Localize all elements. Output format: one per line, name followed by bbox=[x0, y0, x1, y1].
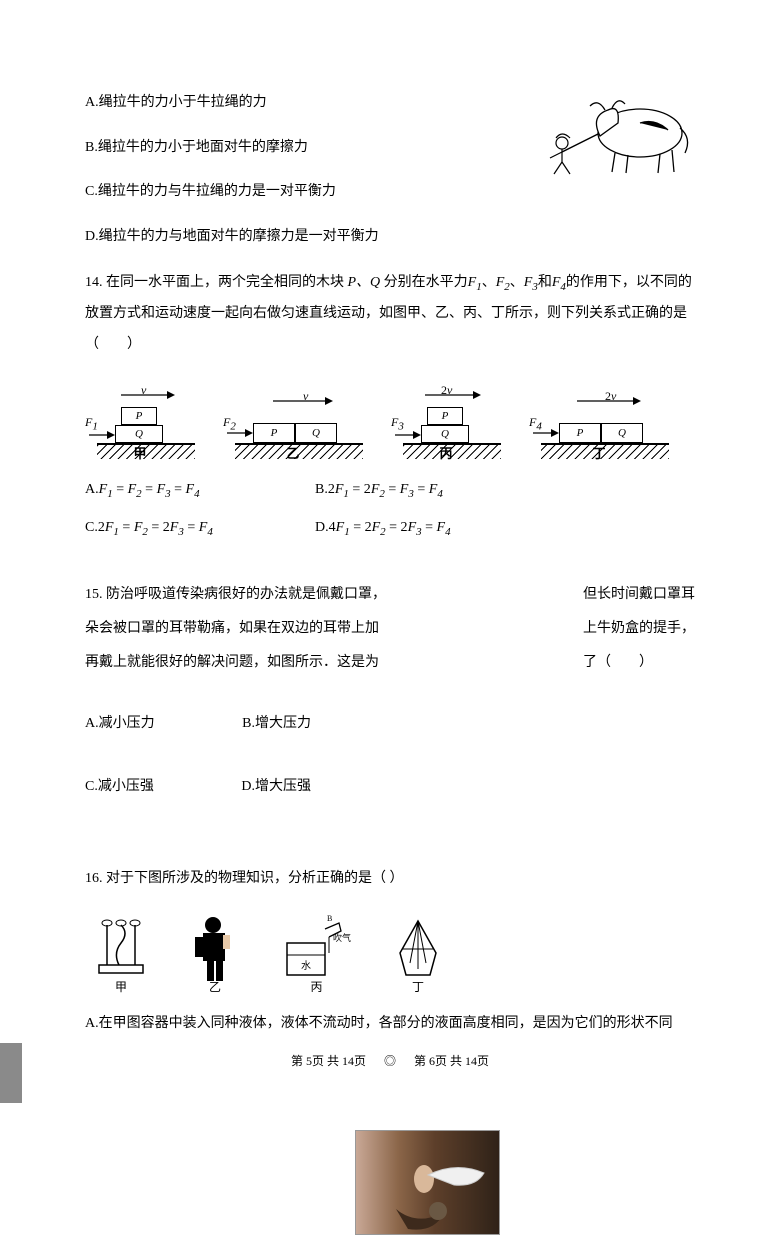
q15-option-a[interactable]: A.减小压力 bbox=[85, 711, 197, 756]
svg-text:B: B bbox=[327, 914, 332, 923]
q15-options: A.减小压力 B.增大压力 C.减小压强 D.增大压强 bbox=[85, 711, 695, 836]
q14-text: 14. 在同一水平面上，两个完全相同的木块 P、Q 分别在水平力F1、F2、F3… bbox=[85, 268, 695, 361]
q15-r3: 了（ ） bbox=[583, 655, 653, 670]
q14-option-c[interactable]: C.2F1 = F2 = 2F3 = F4 bbox=[85, 515, 315, 543]
mask-image bbox=[355, 1130, 500, 1235]
sidebar-tab bbox=[0, 1043, 22, 1103]
fig-label-bing: 丙 bbox=[279, 976, 354, 999]
fig-jia: 甲 bbox=[91, 913, 151, 993]
q13-b-text: 绳拉牛的力小于地面对牛的摩擦力 bbox=[98, 140, 308, 155]
cow-svg bbox=[540, 88, 695, 178]
q14-option-b[interactable]: B.2F1 = 2F2 = F3 = F4 bbox=[315, 477, 545, 505]
cow-illustration bbox=[540, 88, 695, 178]
footer-right: 第 6页 共 14页 bbox=[414, 1054, 489, 1068]
diagram-ding: 2v P Q F4 丁 bbox=[529, 379, 669, 459]
q16-text: 16. 对于下图所涉及的物理知识，分析正确的是（ ） bbox=[85, 864, 695, 895]
q15-option-c[interactable]: C.减小压强 bbox=[85, 774, 196, 819]
q15-r1: 但长时间戴口罩耳 bbox=[583, 587, 695, 602]
svg-text:水: 水 bbox=[301, 960, 311, 972]
fig-label-ding: 丁 bbox=[388, 976, 448, 999]
diagram-bing: 2v P Q F3 丙 bbox=[391, 379, 501, 459]
diag-label-jia: 甲 bbox=[85, 442, 195, 467]
diag-label-ding: 丁 bbox=[529, 442, 669, 467]
fig-label-yi: 乙 bbox=[185, 976, 245, 999]
svg-text:吹气: 吹气 bbox=[333, 932, 351, 943]
q13-c-text: 绳拉牛的力与牛拉绳的力是一对平衡力 bbox=[98, 184, 336, 199]
q14-opts-row1: A.F1 = F2 = F3 = F4 B.2F1 = 2F2 = F3 = F… bbox=[85, 477, 695, 505]
q15-num: 15. bbox=[85, 587, 103, 602]
q13-d-text: 绳拉牛的力与地面对牛的摩擦力是一对平衡力 bbox=[99, 229, 379, 244]
q13-option-d[interactable]: D.绳拉牛的力与地面对牛的摩擦力是一对平衡力 bbox=[85, 224, 695, 251]
q15-option-b[interactable]: B.增大压力 bbox=[242, 711, 353, 756]
q15-l1: 防治呼吸道传染病很好的办法就是佩戴口罩， bbox=[106, 587, 386, 602]
q13-a-text: 绳拉牛的力小于牛拉绳的力 bbox=[99, 95, 267, 110]
q14-num: 14. bbox=[85, 275, 103, 290]
fig-ding: 丁 bbox=[388, 913, 448, 993]
q14-opts-row2: C.2F1 = F2 = 2F3 = F4 D.4F1 = 2F2 = 2F3 … bbox=[85, 515, 695, 543]
page-footer: 第 5页 共 14页 ◎ 第 6页 共 14页 bbox=[0, 1050, 780, 1073]
q16-t: 对于下图所涉及的物理知识，分析正确的是（ ） bbox=[106, 871, 404, 886]
q14-t1: 在同一水平面上，两个完全相同的木块 bbox=[106, 275, 348, 290]
fig-label-jia: 甲 bbox=[91, 976, 151, 999]
q15-l2: 朵会被口罩的耳带勒痛，如果在双边的耳带上加 bbox=[85, 621, 379, 636]
q13-option-c[interactable]: C.绳拉牛的力与牛拉绳的力是一对平衡力 bbox=[85, 179, 695, 206]
q15-block: 15. 防治呼吸道传染病很好的办法就是佩戴口罩， 朵会被口罩的耳带勒痛，如果在双… bbox=[85, 578, 695, 679]
diagram-jia: v P Q F1 甲 bbox=[85, 379, 195, 459]
q15-option-d[interactable]: D.增大压强 bbox=[241, 774, 353, 819]
q16-option-a[interactable]: A.在甲图容器中装入同种液体，液体不流动时，各部分的液面高度相同，是因为它们的形… bbox=[85, 1011, 695, 1038]
diag-label-yi: 乙 bbox=[223, 442, 363, 467]
diagram-yi: v P Q F2 乙 bbox=[223, 379, 363, 459]
q14-option-a[interactable]: A.F1 = F2 = F3 = F4 bbox=[85, 477, 315, 505]
q14-option-d[interactable]: D.4F1 = 2F2 = 2F3 = F4 bbox=[315, 515, 545, 543]
diag-label-bing: 丙 bbox=[391, 442, 501, 467]
q15-r2: 上牛奶盒的提手， bbox=[583, 621, 695, 636]
fig-bing: 水 B 吹气 丙 bbox=[279, 913, 354, 993]
q15-l3: 再戴上就能很好的解决问题，如图所示．这是为 bbox=[85, 655, 379, 670]
q16-num: 16. bbox=[85, 871, 103, 886]
q14-t2: 分别在水平力 bbox=[380, 275, 468, 290]
footer-mid: ◎ bbox=[384, 1054, 396, 1068]
q14-diagrams: v P Q F1 甲 v P Q F2 乙 2v P Q F3 丙 2v P Q… bbox=[85, 379, 695, 459]
footer-left: 第 5页 共 14页 bbox=[291, 1054, 366, 1068]
q14-pq: P、Q bbox=[348, 275, 381, 290]
fig-yi: 乙 bbox=[185, 913, 245, 993]
q16-figures: 甲 乙 水 B 吹气 丙 丁 bbox=[91, 913, 695, 993]
